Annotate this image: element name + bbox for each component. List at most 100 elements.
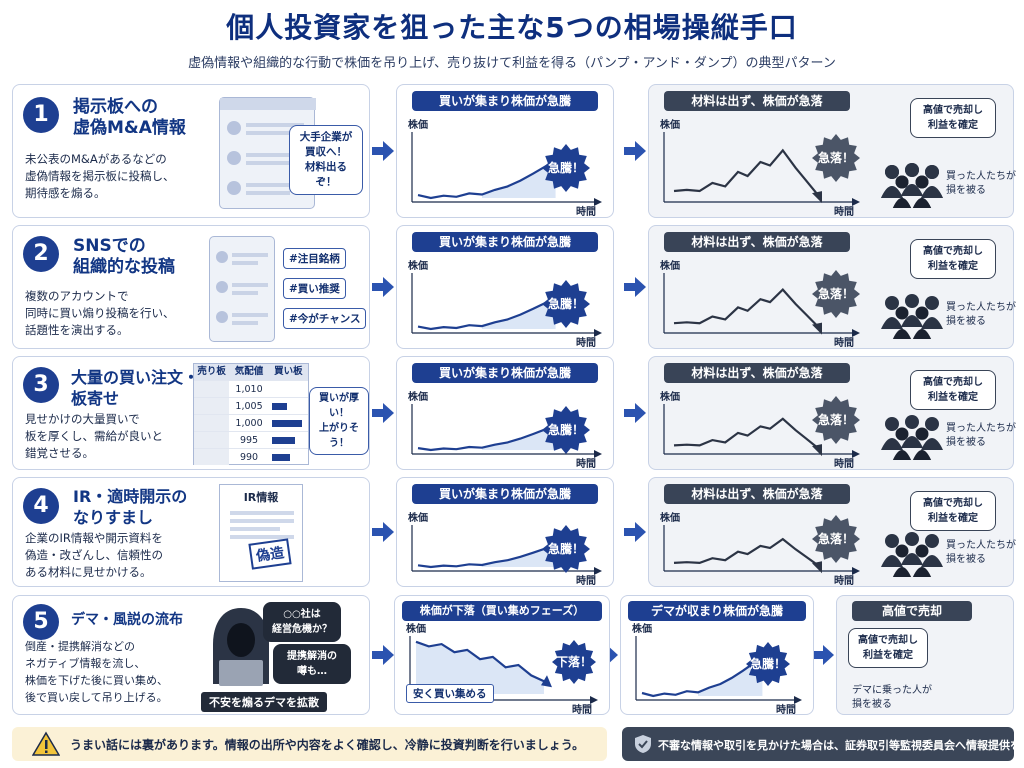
shield-icon [635, 735, 651, 753]
board-row: 1,010 [194, 380, 308, 397]
price-cell: 995 [239, 435, 259, 446]
y-axis-label: 株価 [408, 390, 428, 403]
price-line [417, 544, 556, 569]
row-5-card: 5 デマ・風説の流布 倒産・提携解消などの ネガティブ情報を流し、 株価を下げた… [12, 595, 370, 715]
forum-posts-icon [220, 98, 316, 195]
hashtag-tag: #今がチャンス [283, 308, 367, 329]
step-number: 4 [23, 488, 59, 524]
y-axis-label: 株価 [408, 259, 428, 272]
flow-arrow [372, 645, 394, 665]
price-cell: 990 [239, 452, 259, 463]
page-title: 個人投資家を狙った主な5つの相場操縦手口 [226, 11, 798, 44]
forgery-stamp: 偽造 [248, 538, 292, 570]
step-description: 見せかけの大量買いで 板を厚くし、需給が良いと 錯覚させる。 [25, 412, 163, 460]
sns-mockup [209, 236, 275, 342]
buy-volume-bar [271, 420, 303, 427]
x-axis-label: 時間 [834, 336, 854, 347]
burst-label: 急騰！ [750, 656, 786, 671]
y-axis-label: 株価 [632, 622, 652, 635]
x-axis-label: 時間 [834, 205, 854, 216]
step-title: 大量の買い注文・ 板寄せ [71, 368, 200, 408]
step-number: 2 [23, 236, 59, 272]
warning-banner: うまい話には裏があります。情報の出所や内容をよく確認し、冷静に投資判断を行いまし… [12, 727, 607, 761]
price-cell: 1,000 [235, 418, 263, 429]
buy-volume-bar [271, 437, 296, 444]
sell-bubble: 高値で売却し 利益を確定 [910, 239, 996, 279]
hacker-icon [213, 608, 269, 686]
burst-shape [542, 144, 590, 192]
rumor-caption: 不安を煽るデマを拡散 [201, 692, 327, 712]
people-icon [881, 294, 943, 339]
price-line [417, 298, 556, 331]
y-axis-label: 株価 [408, 118, 428, 131]
step-title: IR・適時開示の なりすまし [73, 487, 188, 527]
x-axis-label: 時間 [776, 703, 796, 714]
board-row: 1,005 [194, 397, 308, 414]
buy-volume-bar [271, 403, 287, 410]
price-line [673, 537, 819, 567]
panel-title: 高値で売却 [852, 601, 972, 621]
y-axis-label: 株価 [660, 118, 680, 131]
buy-cell [269, 398, 308, 414]
panel-title: 材料は出ず、株価が急落 [664, 91, 850, 111]
buy-cell [269, 432, 308, 448]
burst-shape [812, 270, 860, 318]
step-number: 3 [23, 367, 59, 403]
hashtag-tag: #買い推奨 [283, 278, 346, 299]
price-line [417, 425, 556, 452]
sell-bubble: 高値で売却し 利益を確定 [910, 370, 996, 410]
board-row: 1,000 [194, 414, 308, 431]
step-description: 企業のIR情報や開示資料を 偽造・改ざんし、信頼性の ある材料に見せかける。 [25, 531, 163, 579]
people-icon [881, 532, 943, 577]
flow-arrow [372, 277, 394, 297]
step-number: 1 [23, 97, 59, 133]
sell-cell [194, 449, 230, 465]
board-header: 気配値 [234, 366, 264, 377]
step-description: 複数のアカウントで 同時に買い煽り投稿を行い、 話題性を演出する。 [25, 289, 175, 337]
buy-cell [269, 449, 308, 465]
burst-label: 急落！ [818, 531, 854, 546]
crowd-icon [881, 415, 943, 460]
x-axis-label: 時間 [576, 336, 596, 347]
burst-shape [746, 642, 790, 686]
step-number: 5 [23, 604, 59, 640]
step-title: 掲示板への 虚偽M&A情報 [73, 97, 186, 138]
y-axis-label: 株価 [408, 511, 428, 524]
report-banner: 不審な情報や取引を見かけた場合は、証券取引等監視委員会へ情報提供を。 [622, 727, 1024, 761]
arrow-head [812, 561, 822, 574]
hashtag-tag: #注目銘柄 [283, 248, 346, 269]
step-title: SNSでの 組織的な投稿 [73, 236, 175, 277]
victims-note: デマに乗った人が 損を被る [852, 685, 932, 710]
order-board: 売り板 気配値 買い板 1,010 1,005 1,000 995 990 [193, 363, 309, 465]
sell-cell [194, 398, 230, 414]
flow-arrow [812, 645, 834, 665]
step-description: 未公表のM&Aがあるなどの 虚偽情報を掲示板に投稿し、 期待感を煽る。 [25, 152, 175, 200]
board-header: 買い板 [274, 366, 303, 377]
burst-shape [812, 515, 860, 563]
flow-arrow [372, 141, 394, 161]
sell-bubble: 高値で売却し 利益を確定 [848, 628, 928, 668]
panel-title: 材料は出ず、株価が急落 [664, 484, 850, 504]
accumulate-note: 安く買い集める [406, 684, 494, 703]
panel-title: 買いが集まり株価が急騰 [412, 363, 598, 383]
crowd-icon [936, 632, 1008, 682]
sell-cell [194, 415, 230, 431]
row-4-card: 4 IR・適時開示の なりすまし 企業のIR情報や開示資料を 偽造・改ざんし、信… [12, 477, 370, 587]
burst-shape [542, 525, 590, 573]
flow-arrow [624, 522, 646, 542]
page-subtitle: 虚偽情報や組織的な行動で株価を吊り上げ、売り抜けて利益を得る（パンプ・アンド・ダ… [188, 56, 836, 71]
crowd-icon [881, 163, 943, 208]
panel-title: デマが収まり株価が急騰 [628, 601, 806, 621]
flow-arrow [372, 403, 394, 423]
burst-label: 急落！ [818, 286, 854, 301]
sell-bubble: 高値で売却し 利益を確定 [910, 491, 996, 531]
victims-note: 買った人たちが 損を被る [946, 423, 1016, 448]
panel-title: 株価が下落（買い集めフェーズ） [402, 601, 602, 621]
